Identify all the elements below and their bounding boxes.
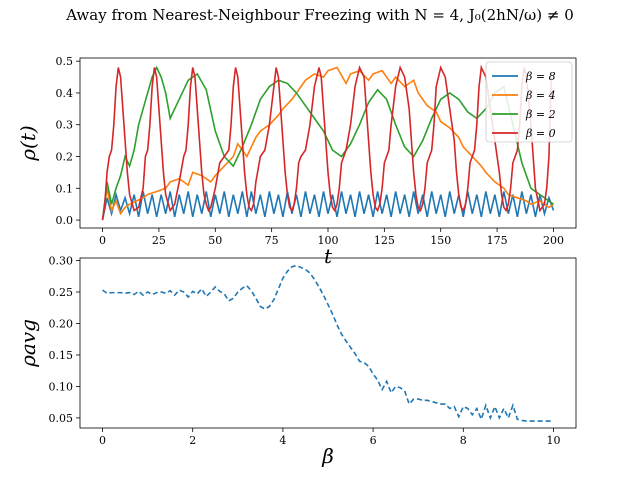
y-tick-label-1-3: 0.20	[49, 317, 74, 330]
y-tick-label-0-0: 0.0	[56, 214, 74, 227]
y-axis-label-1: ρavg	[16, 319, 40, 368]
x-tick-label-1-1: 2	[189, 434, 196, 447]
y-tick-label-1-4: 0.25	[49, 286, 74, 299]
x-tick-label-0-2: 50	[208, 234, 222, 247]
x-tick-label-0-3: 75	[265, 234, 279, 247]
y-tick-label-1-0: 0.05	[49, 412, 74, 425]
legend-label-2: β = 2	[525, 108, 556, 121]
x-tick-label-0-6: 150	[430, 234, 451, 247]
top-panel: 0 25 50 75 100 125 150 175 200 0.0 0.1 0.2 0.3 0.4 0.5…	[16, 55, 577, 268]
y-tick-label-0-4: 0.4	[56, 87, 74, 100]
legend-label-3: β = 0	[525, 127, 556, 140]
x-axis-label-0: t	[324, 244, 333, 268]
y-tick-label-1-2: 0.15	[49, 349, 74, 362]
plot-area-1	[102, 264, 554, 422]
y-tick-label-0-1: 0.1	[56, 182, 74, 195]
y-tick-label-0-3: 0.3	[56, 119, 74, 132]
legend: β = 8 β = 4 β = 2 β = 0	[485, 61, 573, 143]
series-line-0-0	[101, 191, 555, 221]
series-line-1-0	[102, 264, 554, 422]
x-tick-label-0-7: 175	[487, 234, 508, 247]
bottom-panel: 0 2 4 6 8 10 0.05 0.10 0.15 0.20 0.25 0.30 β ρavg	[16, 255, 577, 468]
series-line-0-3	[101, 64, 552, 221]
x-tick-label-0-5: 125	[374, 234, 395, 247]
x-axis-label-1: β	[321, 444, 334, 468]
y-tick-label-0-5: 0.5	[56, 55, 74, 68]
y-tick-label-1-1: 0.10	[49, 380, 74, 393]
x-tick-label-1-4: 8	[460, 434, 467, 447]
axes-frame-1	[79, 257, 577, 429]
legend-label-0: β = 8	[525, 70, 556, 83]
x-tick-label-0-8: 200	[543, 234, 564, 247]
y-axis-label-0: ρ(t)	[16, 125, 40, 161]
x-tick-label-1-0: 0	[99, 434, 106, 447]
y-tick-label-1-5: 0.30	[49, 255, 74, 268]
x-tick-label-1-5: 10	[546, 434, 560, 447]
legend-box	[485, 61, 573, 143]
y-tick-label-0-2: 0.2	[56, 151, 74, 164]
x-tick-label-0-1: 25	[152, 234, 166, 247]
x-tick-label-0-0: 0	[99, 234, 106, 247]
series-line-0-2	[101, 65, 554, 221]
x-tick-label-0-4: 100	[318, 234, 339, 247]
legend-label-1: β = 4	[525, 89, 556, 102]
series-line-0-1	[101, 66, 554, 221]
figure-title: Away from Nearest-Neighbour Freezing wit…	[65, 6, 573, 24]
x-tick-label-1-3: 6	[370, 434, 377, 447]
plot-area-0	[101, 64, 555, 221]
x-tick-label-1-2: 4	[279, 434, 286, 447]
